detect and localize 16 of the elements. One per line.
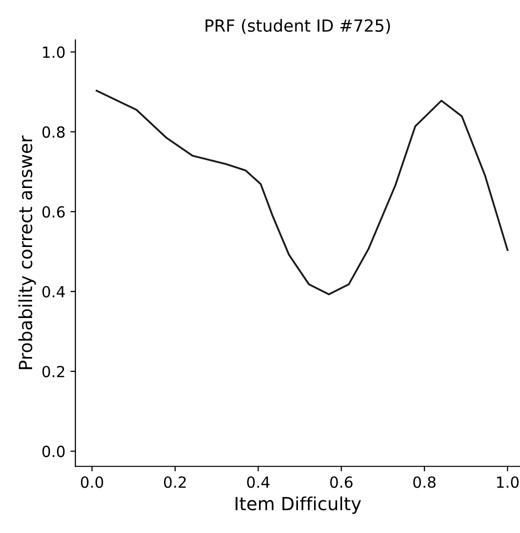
chart-title: PRF (student ID #725) (206, 18, 390, 34)
line-series (96, 90, 508, 296)
x-tick-label: 0.4 (247, 476, 270, 488)
x-tick-label: 0.0 (80, 476, 104, 488)
y-tick-label: 0.6 (42, 206, 65, 218)
x-tick-label: 0.6 (330, 476, 353, 488)
y-axis-title: Probability correct answer (18, 136, 36, 370)
y-tick-label: 0.2 (42, 366, 64, 378)
x-axis-title: Item Difficulty (236, 496, 361, 514)
x-tick-label: 1.0 (497, 476, 519, 488)
y-tick-label: 0.8 (42, 126, 65, 138)
y-tick-label: 0.4 (42, 286, 65, 298)
x-tick-label: 0.2 (164, 476, 186, 488)
y-tick-label: 1.0 (43, 46, 65, 58)
x-tick-label: 0.8 (413, 476, 436, 488)
y-tick-label: 0.0 (42, 446, 65, 458)
